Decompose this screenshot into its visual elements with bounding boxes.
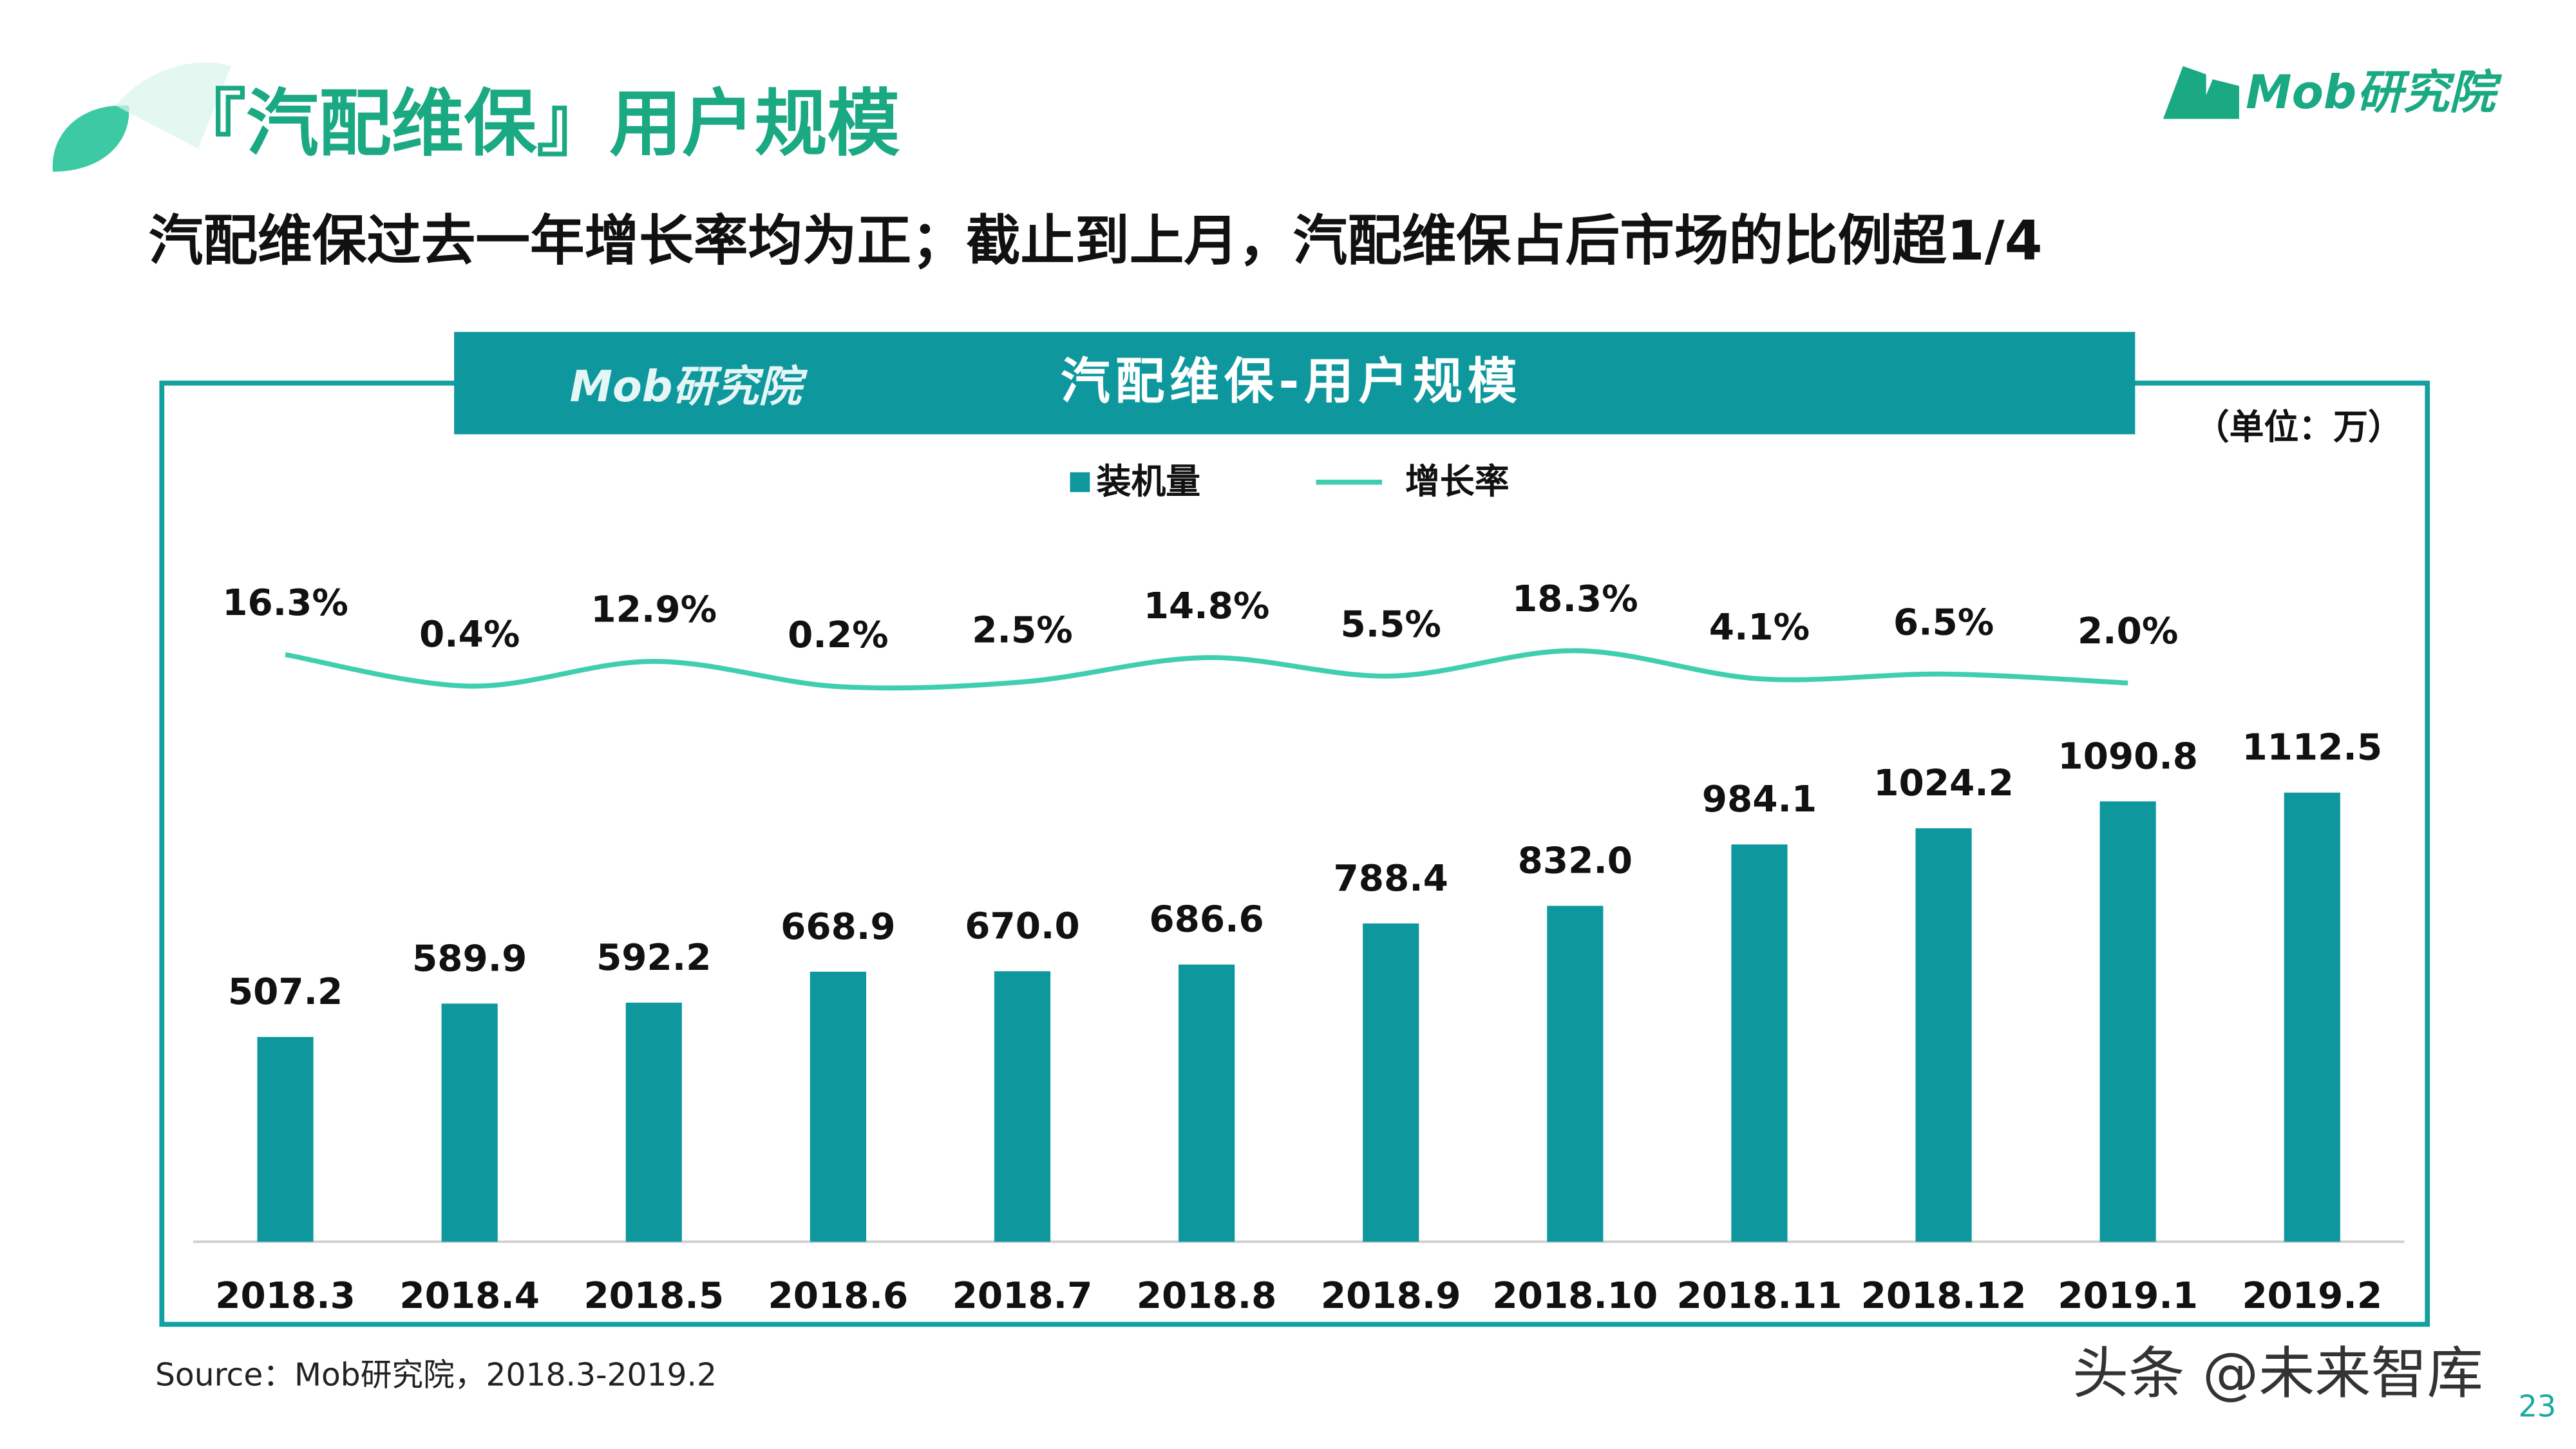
decor-leaf <box>52 105 129 172</box>
chart-title: 汽配维保-用户规模 <box>1061 353 1522 410</box>
legend-label: 装机量 <box>1097 461 1201 502</box>
legend-swatch <box>1070 472 1090 493</box>
line-value-label: 5.5% <box>1340 603 1441 645</box>
page-subtitle: 汽配维保过去一年增长率均为正；截止到上月，汽配维保占后市场的比例超1/4 <box>149 209 2043 272</box>
x-tick-label: 2019.2 <box>2242 1275 2382 1317</box>
x-tick-label: 2018.11 <box>1676 1275 1842 1317</box>
bar-value-label: 670.0 <box>965 905 1079 947</box>
bar-value-label: 1024.2 <box>1873 762 2014 804</box>
x-tick-label: 2018.12 <box>1861 1275 2027 1317</box>
x-tick-label: 2018.8 <box>1137 1275 1277 1317</box>
logo-text: Mob研究院 <box>2246 65 2503 119</box>
bar <box>257 1037 314 1242</box>
chart-title-banner <box>454 332 2136 435</box>
x-tick-label: 2018.3 <box>215 1275 355 1317</box>
chart-frame <box>159 381 2430 1327</box>
bar <box>1915 828 1972 1242</box>
bar-value-label: 686.6 <box>1149 899 1264 941</box>
line-value-label: 6.5% <box>1893 601 1994 643</box>
growth-line <box>285 648 2128 691</box>
bar <box>2284 792 2340 1242</box>
bar <box>1731 844 1788 1242</box>
x-tick-label: 2019.1 <box>2058 1275 2198 1317</box>
bar <box>810 971 866 1242</box>
bar-value-label: 1090.8 <box>2058 735 2198 777</box>
line-value-label: 12.9% <box>591 589 717 631</box>
line-value-label: 18.3% <box>1512 578 1638 620</box>
line-value-label: 0.4% <box>419 614 520 656</box>
bar-value-label: 832.0 <box>1518 840 1633 882</box>
unit-label: （单位：万） <box>2195 406 2403 447</box>
page-number: 23 <box>2519 1389 2557 1424</box>
x-tick-label: 2018.10 <box>1492 1275 1658 1317</box>
x-tick-label: 2018.4 <box>399 1275 540 1317</box>
source: Source：Mob研究院，2018.3-2019.2 <box>155 1357 717 1393</box>
x-tick-label: 2018.6 <box>768 1275 909 1317</box>
page-title: 『汽配维保』用户规模 <box>173 81 900 166</box>
x-tick-label: 2018.7 <box>952 1275 1093 1317</box>
bar <box>1179 964 1235 1242</box>
bar-value-label: 592.2 <box>596 937 711 979</box>
bar-value-label: 507.2 <box>228 971 343 1013</box>
watermark: 头条 @未来智库 <box>2072 1340 2483 1406</box>
bar-value-label: 788.4 <box>1334 858 1448 900</box>
legend-label: 增长率 <box>1405 461 1510 502</box>
line-value-label: 2.5% <box>972 610 1072 652</box>
bar-value-label: 984.1 <box>1702 779 1817 820</box>
decor-leaf <box>115 62 231 149</box>
bar <box>625 1002 682 1242</box>
bar-value-label: 668.9 <box>781 906 895 948</box>
bar <box>1547 905 1604 1242</box>
bar-value-label: 1112.5 <box>2242 727 2382 769</box>
x-tick-label: 2018.9 <box>1321 1275 1461 1317</box>
logo-mark <box>2163 66 2239 119</box>
bar <box>1363 923 1419 1242</box>
bar <box>994 971 1051 1242</box>
x-tick-label: 2018.5 <box>583 1275 724 1317</box>
bar <box>2099 801 2156 1242</box>
line-value-label: 14.8% <box>1144 585 1270 627</box>
logo: Mob研究院 <box>2163 65 2503 119</box>
line-value-label: 0.2% <box>788 614 888 656</box>
line-value-label: 2.0% <box>2078 611 2178 652</box>
line-value-label: 16.3% <box>222 582 348 624</box>
bar <box>441 1003 498 1242</box>
chart-logo: Mob研究院 <box>570 361 808 412</box>
bar-value-label: 589.9 <box>412 938 527 980</box>
line-value-label: 4.1% <box>1709 607 1810 649</box>
